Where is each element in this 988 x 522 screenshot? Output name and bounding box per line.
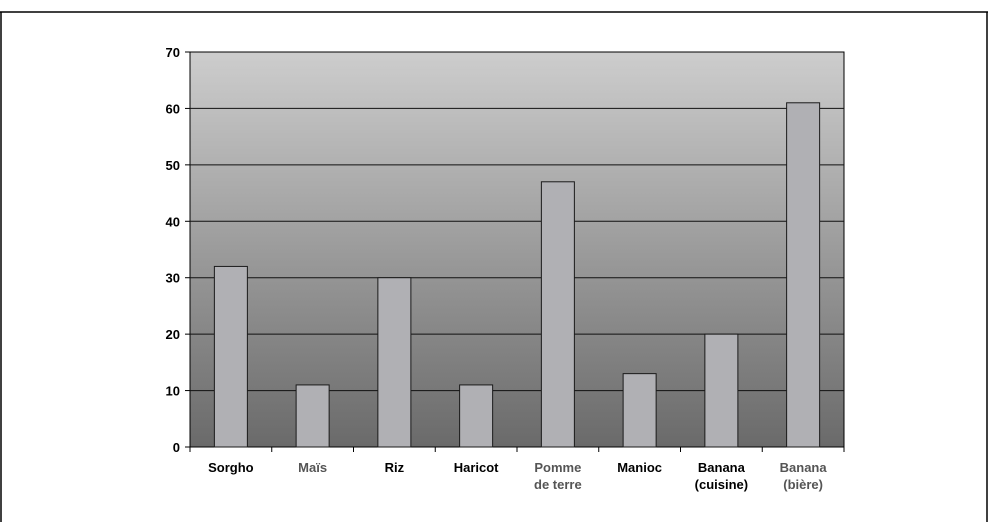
x-category-label: Manioc [617,460,662,475]
x-category-label-line: Banana [698,460,746,475]
x-category-label: Banana (cuisine) [695,460,748,492]
x-category-label: Maïs [298,460,327,475]
x-category-label-line: (cuisine) [695,477,748,492]
y-tick-label: 70 [166,45,180,60]
axes [189,447,845,452]
x-category-label: Banana (bière) [780,460,828,492]
bar [377,277,412,448]
y-tick-label: 20 [166,327,180,342]
bar [622,373,657,448]
plot-area [189,51,845,448]
y-tick-label: 0 [173,440,180,455]
x-category-label: Riz [385,460,405,475]
x-category-label-line: Manioc [617,460,662,475]
x-category-label-line: Banana [780,460,828,475]
x-category-label-line: Sorgho [208,460,254,475]
bars [213,102,821,448]
x-category-label-line: (bière) [783,477,823,492]
x-category-label: Haricot [454,460,499,475]
x-category-label-line: Pomme [534,460,581,475]
bar [786,102,821,448]
y-tick-label: 60 [166,101,180,116]
x-category-label: Sorgho [208,460,254,475]
x-category-label-line: Maïs [298,460,327,475]
bar [540,181,575,448]
y-tick-label: 50 [166,158,180,173]
bar [295,384,330,448]
y-tick-labels: 0 10 20 30 40 50 60 70 [166,45,180,455]
x-category-label-line: Riz [385,460,405,475]
y-tick-label: 40 [166,214,180,229]
bar [459,384,494,448]
y-tick-label: 30 [166,271,180,286]
y-tick-label: 10 [166,384,180,399]
bar [213,265,248,448]
x-category-label-line: de terre [534,477,582,492]
x-category-labels: Sorgho Maïs Riz Haricot Pomme de terre Manioc B… [208,460,827,492]
x-category-label: Pomme de terre [534,460,582,492]
bar [704,333,739,448]
x-category-label-line: Haricot [454,460,499,475]
